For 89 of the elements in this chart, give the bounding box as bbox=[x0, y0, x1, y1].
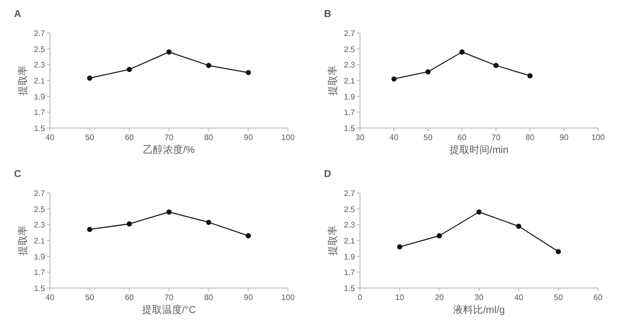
y-axis-title: 提取率 bbox=[17, 66, 29, 96]
y-tick-label: 1.9 bbox=[344, 252, 356, 262]
point bbox=[425, 69, 431, 74]
chart-title: D bbox=[324, 169, 332, 180]
point bbox=[87, 76, 92, 81]
x-axis-title: 提取时间/min bbox=[450, 144, 508, 156]
point bbox=[476, 209, 482, 215]
x-tick-label: 100 bbox=[591, 133, 606, 142]
y-tick-label: 2.3 bbox=[344, 60, 356, 70]
y-tick-label: 2.5 bbox=[344, 44, 356, 54]
chart-title: A bbox=[14, 9, 22, 20]
x-tick-label: 30 bbox=[474, 293, 484, 302]
point bbox=[527, 73, 533, 78]
x-tick-label: 40 bbox=[514, 293, 524, 302]
y-tick-label: 1.7 bbox=[34, 108, 46, 118]
chart-title: C bbox=[14, 169, 22, 180]
y-tick-label: 2.5 bbox=[34, 204, 46, 214]
x-tick-label: 40 bbox=[390, 133, 399, 142]
y-tick-label: 2.7 bbox=[344, 189, 356, 198]
x-tick-label: 70 bbox=[164, 293, 174, 302]
x-tick-label: 90 bbox=[244, 133, 254, 142]
y-tick-label: 2.5 bbox=[34, 44, 46, 54]
x-axis-title: 乙醇浓度/% bbox=[143, 144, 195, 156]
y-axis-title: 提取率 bbox=[17, 226, 29, 256]
point bbox=[126, 221, 132, 226]
x-tick-label: 80 bbox=[204, 133, 214, 142]
y-tick-label: 2.3 bbox=[34, 220, 46, 230]
y-tick-label: 2.5 bbox=[344, 204, 356, 214]
x-axis-title: 液料比/ml/g bbox=[453, 304, 505, 316]
y-axis-title: 提取率 bbox=[327, 66, 339, 96]
y-tick-label: 2.3 bbox=[34, 60, 46, 70]
x-tick-label: 30 bbox=[356, 133, 365, 142]
x-tick-label: 40 bbox=[46, 133, 55, 142]
x-tick-label: 60 bbox=[594, 293, 603, 302]
y-tick-label: 1.7 bbox=[34, 268, 46, 278]
chart-title: B bbox=[324, 9, 332, 20]
y-tick-label: 2.7 bbox=[344, 29, 356, 38]
x-tick-label: 50 bbox=[85, 293, 95, 302]
x-tick-label: 90 bbox=[244, 293, 254, 302]
x-tick-label: 100 bbox=[281, 293, 296, 302]
y-tick-label: 1.5 bbox=[344, 124, 356, 133]
y-tick-label: 1.9 bbox=[344, 92, 356, 102]
x-tick-label: 50 bbox=[85, 133, 95, 142]
x-tick-label: 0 bbox=[358, 293, 363, 302]
y-tick-label: 2.1 bbox=[34, 236, 46, 246]
x-tick-label: 20 bbox=[434, 293, 444, 302]
y-tick-label: 2.7 bbox=[34, 29, 46, 38]
point bbox=[87, 226, 92, 232]
x-tick-label: 40 bbox=[46, 293, 55, 302]
y-tick-label: 2.1 bbox=[344, 236, 356, 246]
y-tick-label: 1.5 bbox=[34, 284, 46, 293]
x-tick-label: 90 bbox=[560, 133, 569, 142]
point bbox=[397, 244, 402, 250]
y-tick-label: 1.7 bbox=[344, 108, 356, 118]
y-tick-label: 2.3 bbox=[344, 220, 356, 230]
x-tick-label: 100 bbox=[281, 133, 296, 142]
y-tick-label: 1.9 bbox=[34, 252, 46, 262]
y-axis-title: 提取率 bbox=[327, 226, 339, 256]
x-axis-title: 提取温度/°C bbox=[142, 304, 196, 316]
point bbox=[493, 62, 499, 68]
point bbox=[556, 248, 561, 254]
point bbox=[166, 209, 172, 215]
y-tick-label: 1.7 bbox=[344, 268, 356, 278]
point bbox=[459, 49, 465, 55]
point bbox=[516, 224, 522, 229]
x-tick-label: 50 bbox=[554, 293, 564, 302]
point bbox=[206, 62, 212, 68]
y-tick-label: 2.7 bbox=[34, 189, 46, 198]
x-tick-label: 80 bbox=[204, 293, 214, 302]
x-tick-label: 10 bbox=[395, 293, 405, 302]
x-tick-label: 60 bbox=[458, 133, 467, 142]
x-tick-label: 60 bbox=[124, 293, 134, 302]
x-tick-label: 70 bbox=[492, 133, 501, 142]
point bbox=[166, 49, 172, 55]
x-tick-label: 80 bbox=[526, 133, 535, 142]
point bbox=[126, 66, 132, 72]
point bbox=[206, 220, 212, 225]
y-tick-label: 2.1 bbox=[34, 76, 46, 86]
point bbox=[246, 233, 251, 238]
x-tick-label: 50 bbox=[424, 133, 433, 142]
y-tick-label: 1.9 bbox=[34, 92, 46, 102]
x-tick-label: 60 bbox=[124, 133, 134, 142]
y-tick-label: 1.5 bbox=[344, 284, 356, 293]
y-tick-label: 2.1 bbox=[344, 76, 356, 86]
point bbox=[436, 233, 442, 238]
x-tick-label: 70 bbox=[164, 133, 174, 142]
y-tick-label: 1.5 bbox=[34, 124, 46, 133]
point bbox=[246, 70, 251, 76]
point bbox=[391, 76, 397, 82]
